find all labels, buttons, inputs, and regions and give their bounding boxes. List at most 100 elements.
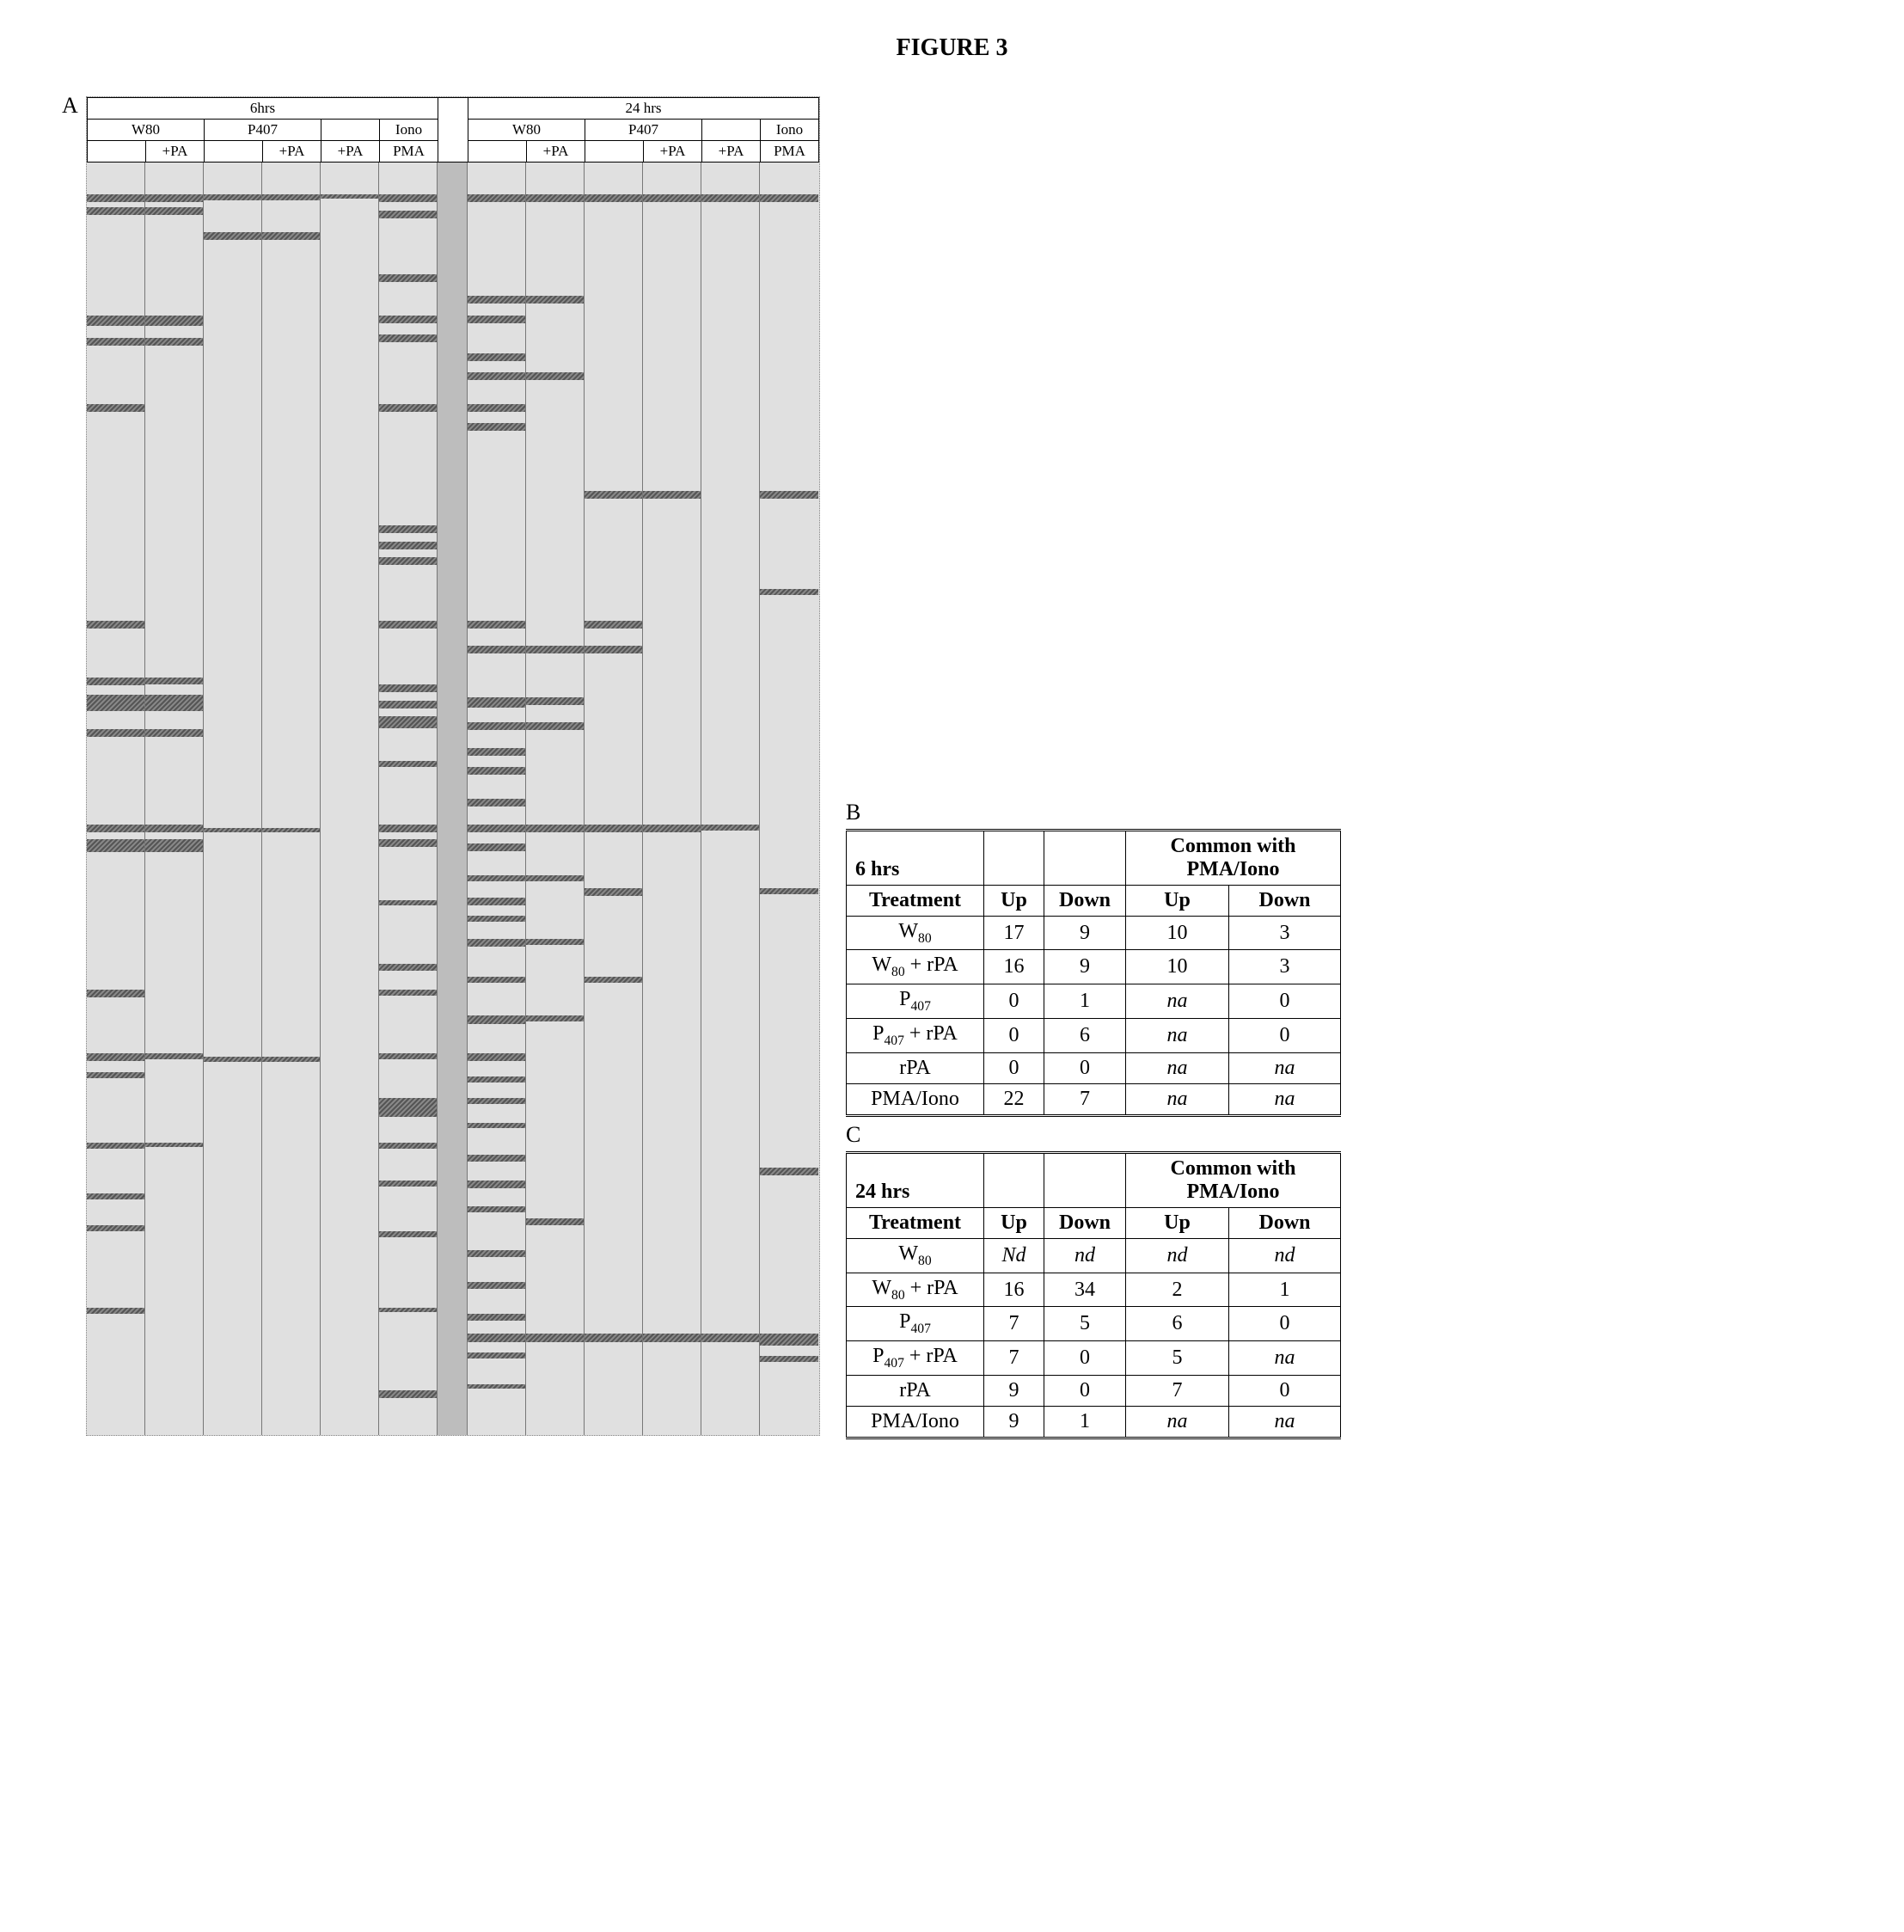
heatmap-band <box>379 1181 437 1187</box>
heatmap-band <box>87 825 144 832</box>
heatmap-band <box>87 207 144 215</box>
heatmap-band <box>468 296 525 304</box>
table-cell: 0 <box>1229 1019 1341 1053</box>
heatmap-band <box>145 729 203 737</box>
table-cell: 10 <box>1126 950 1229 984</box>
table-row-treatment: rPA <box>847 1052 984 1083</box>
table-row-treatment: P407 <box>847 1307 984 1341</box>
heatmap-band <box>468 1181 525 1188</box>
heatmap-band <box>87 695 144 712</box>
heatmap-band <box>468 353 525 361</box>
table-cell: nd <box>1126 1238 1229 1273</box>
heatmap-band <box>760 491 818 499</box>
table-col-header: Up <box>1126 1207 1229 1238</box>
heatmap-band <box>526 372 584 380</box>
hm-hdr-group <box>321 120 380 141</box>
heatmap-band <box>204 828 261 832</box>
panel-b: B 6 hrsCommon withPMA/IonoTreatmentUpDow… <box>846 800 1341 1117</box>
heatmap-band <box>145 338 203 346</box>
heatmap-band <box>204 232 261 240</box>
heatmap-band <box>643 194 701 202</box>
table-row-treatment: W80 <box>847 1238 984 1273</box>
table-cell: 9 <box>984 1376 1044 1407</box>
heatmap-band <box>379 684 437 692</box>
table-cell: na <box>1229 1083 1341 1115</box>
heatmap-band <box>379 900 437 905</box>
heatmap-lane <box>379 163 438 1435</box>
heatmap-band <box>468 194 525 202</box>
hm-hdr-group: W80 <box>468 120 585 141</box>
table-cell: 0 <box>1044 1376 1126 1407</box>
heatmap-band <box>760 888 818 894</box>
heatmap-band <box>526 296 584 304</box>
heatmap-band <box>379 1053 437 1059</box>
heatmap-lane <box>468 163 526 1435</box>
heatmap-band <box>379 761 437 767</box>
heatmap-lane <box>87 163 145 1435</box>
heatmap-band <box>87 316 144 327</box>
hm-hdr-group: P407 <box>585 120 702 141</box>
hm-hdr-6hrs: 6hrs <box>88 98 438 120</box>
heatmap-band <box>468 1314 525 1320</box>
table-cell: 9 <box>1044 916 1126 950</box>
heatmap-band <box>87 338 144 346</box>
table-blank <box>1044 1152 1126 1207</box>
table-row-treatment: P407 + rPA <box>847 1019 984 1053</box>
heatmap-band <box>468 1123 525 1127</box>
heatmap-band <box>526 875 584 881</box>
table-col-header: Down <box>1229 885 1341 916</box>
panel-c: C 24 hrsCommon withPMA/IonoTreatmentUpDo… <box>846 1122 1341 1439</box>
table-cell: 0 <box>984 1052 1044 1083</box>
heatmap-band <box>468 1053 525 1061</box>
table-cell: 34 <box>1044 1273 1126 1307</box>
table-cell: 5 <box>1126 1341 1229 1376</box>
table-cell: 1 <box>1044 984 1126 1019</box>
table-row-treatment: P407 <box>847 984 984 1019</box>
table-cell: 9 <box>984 1407 1044 1438</box>
table-cell: 3 <box>1229 916 1341 950</box>
heatmap-band <box>87 729 144 737</box>
table-cell: 1 <box>1229 1273 1341 1307</box>
hm-hdr-lane: PMA <box>761 141 819 163</box>
heatmap-band <box>701 1334 759 1343</box>
heatmap-band <box>87 194 144 202</box>
heatmap-lane <box>204 163 262 1435</box>
heatmap-band <box>204 1057 261 1061</box>
table-cell: na <box>1229 1341 1341 1376</box>
heatmap-band <box>379 1308 437 1312</box>
table-super-header: Common withPMA/Iono <box>1126 830 1341 885</box>
hm-hdr-lane: +PA <box>644 141 702 163</box>
heatmap-band <box>760 194 818 202</box>
heatmap-header: 6hrs24 hrsW80P407IonoW80P407Iono+PA+PA+P… <box>87 97 819 163</box>
heatmap-band <box>87 1143 144 1149</box>
heatmap-sep-lane <box>438 163 468 1435</box>
heatmap-band <box>379 716 437 728</box>
table-timepoint: 24 hrs <box>847 1152 984 1207</box>
heatmap-band <box>643 1334 701 1343</box>
heatmap-lane <box>760 163 818 1435</box>
panel-b-label: B <box>846 800 1341 825</box>
heatmap-band <box>379 1390 437 1398</box>
heatmap-band <box>379 1098 437 1118</box>
heatmap-band <box>87 1053 144 1061</box>
hm-hdr-lane: +PA <box>146 141 205 163</box>
heatmap-band <box>204 194 261 200</box>
hm-hdr-24hrs: 24 hrs <box>468 98 819 120</box>
heatmap-band <box>585 888 642 896</box>
table-row-treatment: PMA/Iono <box>847 1407 984 1438</box>
heatmap-lane <box>321 163 379 1435</box>
heatmap-band <box>379 525 437 533</box>
heatmap-band <box>468 875 525 881</box>
table-cell: na <box>1126 1052 1229 1083</box>
table-col-header: Treatment <box>847 885 984 916</box>
table-cell: 6 <box>1126 1307 1229 1341</box>
heatmap-band <box>585 194 642 202</box>
heatmap-band <box>379 334 437 342</box>
heatmap-band <box>760 589 818 595</box>
table-cell: 16 <box>984 950 1044 984</box>
heatmap-band <box>585 646 642 653</box>
heatmap-band <box>145 695 203 712</box>
table-super-header: Common withPMA/Iono <box>1126 1152 1341 1207</box>
heatmap-band <box>262 828 320 832</box>
heatmap-band <box>468 1098 525 1104</box>
